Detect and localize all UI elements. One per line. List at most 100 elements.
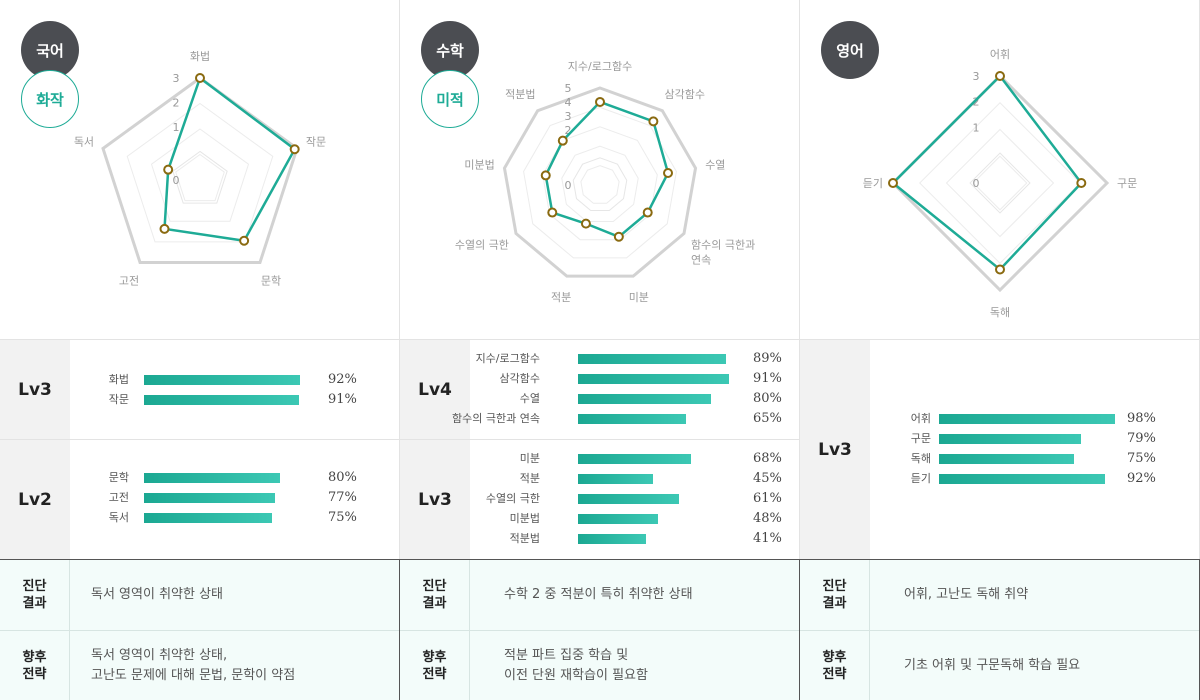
bar-track [578, 494, 744, 504]
radar-data-point [888, 178, 898, 188]
bar-percent: 75% [328, 510, 357, 525]
bar-percent: 91% [753, 371, 782, 386]
radar-tick-label: 3 [973, 70, 980, 83]
radar-tick-label: 4 [565, 96, 572, 109]
bar-name: 삼각함수 [499, 372, 540, 385]
level-label: Lv4 [400, 340, 470, 439]
bar-name: 미분 [519, 452, 540, 465]
bar-track [144, 513, 314, 523]
radar-data-point [163, 164, 174, 175]
radar-data-point [557, 135, 568, 146]
bar-fill [578, 474, 653, 484]
diagnosis-result-text: 어휘, 고난도 독해 취약 [904, 587, 1029, 602]
bar-percent: 89% [753, 351, 782, 366]
bar-percent: 41% [753, 531, 782, 546]
radar-tick-label: 2 [973, 96, 980, 109]
radar-grid-ring [542, 126, 658, 241]
bar-name: 듣기 [910, 472, 931, 485]
radar-series-line [891, 74, 1083, 272]
panel-english: 3 2 1 0 어휘 구문 독해 듣기 영어 Lv3 어휘 98% 구문 79% 독해 75% 듣기 92%… [800, 0, 1200, 700]
bar-track [578, 534, 744, 544]
level-label: Lv3 [400, 440, 470, 559]
bar-percent: 98% [1127, 411, 1156, 426]
radar-axis-label: 독해 [990, 305, 1010, 319]
radar-grid-ring [523, 106, 677, 259]
panel-math: 5 4 3 2 0 지수/로그함수 삼각함수 수열 함수의 극한과 연속 미분 적분 수열의 극한 미분법… [400, 0, 800, 700]
radar-tick-label: 2 [565, 124, 572, 137]
bar-row: 적분 45% [470, 469, 799, 489]
diagnosis-box: 진단 결과 어휘, 고난도 독해 취약 향후 전략 기초 어휘 및 구문독해 학… [800, 559, 1200, 700]
radar-axis-label: 함수의 극한과 [691, 239, 755, 252]
bar-fill [578, 534, 647, 544]
bar-row: 지수/로그함수 89% [470, 349, 799, 369]
panel-korean: 3 2 1 0 화법 작문 문학 고전 독서 국어 화작 Lv3 화법 92% 작문 91% Lv2 … [0, 0, 400, 700]
bar-name: 어휘 [910, 412, 931, 425]
bar-fill [939, 434, 1082, 444]
radar-grid-ring [172, 150, 228, 204]
bar-name: 수열 [519, 392, 540, 405]
radar-axis-label: 구문 [1117, 177, 1137, 190]
bar-track [144, 375, 314, 385]
bar-percent: 77% [328, 490, 357, 505]
diagnosis-box: 진단 결과 수학 2 중 적분이 특히 취약한 상태 향후 전략 적분 파트 집… [400, 559, 800, 700]
strategy-label: 향후 전략 [0, 631, 70, 700]
bar-row: 적분법 41% [470, 529, 799, 549]
bar-name: 수열의 극한 [485, 492, 540, 505]
bar-fill [144, 513, 272, 523]
subject-badge: 영어 [821, 21, 879, 79]
level-bars: 어휘 98% 구문 79% 독해 75% 듣기 92% [870, 340, 1199, 559]
level-label: Lv3 [800, 340, 870, 559]
bar-row: 독서 75% [70, 508, 399, 528]
radar-panel-korean: 3 2 1 0 화법 작문 문학 고전 독서 국어 화작 [0, 0, 400, 340]
bar-row: 미분 68% [470, 449, 799, 469]
radar-grid-ring [890, 73, 1110, 293]
radar-tick-label: 0 [173, 174, 180, 187]
bar-name: 함수의 극한과 연속 [452, 412, 540, 425]
radar-axis-label: 고전 [119, 274, 139, 287]
bar-row: 수열 80% [470, 389, 799, 409]
subject-badge: 국어 [21, 21, 79, 79]
radar-tick-label: 1 [173, 121, 180, 134]
bar-track [939, 414, 1119, 424]
radar-grid-ring [502, 86, 698, 278]
bar-row: 작문 91% [70, 390, 399, 410]
subject-badge: 수학 [421, 21, 479, 79]
bar-row: 함수의 극한과 연속 65% [452, 409, 799, 429]
bar-row: 고전 77% [70, 488, 399, 508]
strategy-row: 향후 전략 독서 영역이 취약한 상태, 고난도 문제에 대해 문법, 문학이 … [0, 630, 399, 700]
radar-axis-label: 독서 [74, 136, 94, 149]
radar-grid-ring [150, 128, 250, 222]
radar-data-point [595, 96, 605, 107]
level-label: Lv3 [0, 340, 70, 439]
radar-tick-label: 3 [173, 72, 180, 85]
radar-grid-ring [919, 102, 1081, 264]
bar-fill [578, 494, 680, 504]
radar-grid-ring [101, 76, 299, 265]
radar-data-point [995, 264, 1005, 275]
radar-grid-ring [945, 128, 1055, 238]
bar-name: 화법 [108, 373, 129, 386]
radar-axis-label: 연속 [691, 254, 711, 267]
radar-data-point [642, 207, 653, 218]
radar-axis-label: 듣기 [863, 177, 883, 190]
bar-track [939, 434, 1119, 444]
radar-grid-ring [969, 152, 1031, 214]
radar-grid-ring [126, 102, 274, 243]
radar-grid-ring [580, 165, 620, 204]
bar-track [939, 454, 1119, 464]
radar-grid-ring [572, 157, 628, 212]
radar-axis-label: 화법 [190, 50, 210, 63]
strategy-row: 향후 전략 적분 파트 집중 학습 및 이전 단원 재학습이 필요함 [400, 630, 799, 700]
radar-panel-math: 5 4 3 2 0 지수/로그함수 삼각함수 수열 함수의 극한과 연속 미분 적분 수열의 극한 미분법… [400, 0, 800, 340]
bar-track [578, 514, 744, 524]
radar-tick-label: 5 [565, 82, 572, 95]
radar-data-point [1076, 178, 1087, 188]
radar-data-point [663, 168, 674, 179]
radar-grid-ring [561, 145, 639, 222]
bar-fill [939, 414, 1116, 424]
bar-fill [578, 374, 730, 384]
bar-row: 듣기 92% [870, 469, 1199, 489]
radar-axis-label: 문학 [261, 274, 281, 287]
radar-data-point [239, 235, 250, 246]
radar-series-line [544, 100, 670, 239]
